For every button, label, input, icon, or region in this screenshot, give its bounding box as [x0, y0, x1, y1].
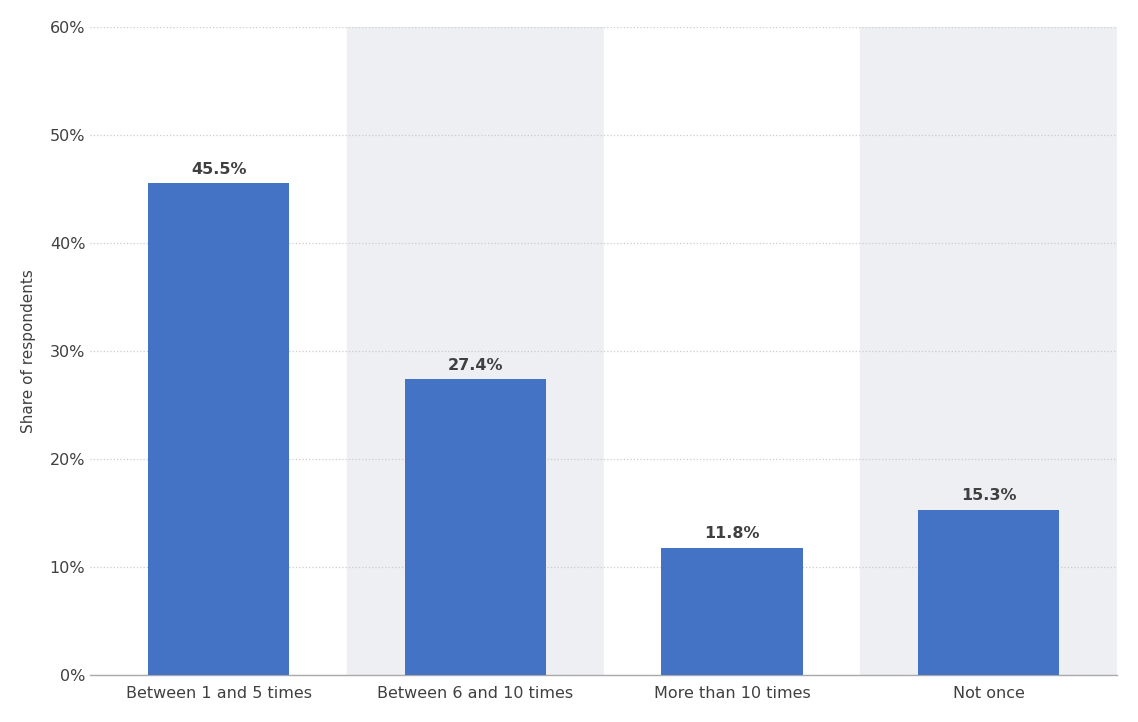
- Text: 45.5%: 45.5%: [191, 162, 246, 177]
- Bar: [603, 27, 860, 675]
- Bar: [918, 510, 1059, 675]
- Y-axis label: Share of respondents: Share of respondents: [20, 269, 35, 433]
- Bar: [860, 27, 1118, 675]
- Bar: [148, 183, 289, 675]
- Bar: [405, 379, 546, 675]
- Text: 15.3%: 15.3%: [962, 488, 1016, 503]
- Bar: [90, 27, 347, 675]
- Text: 11.8%: 11.8%: [704, 526, 760, 541]
- Text: 27.4%: 27.4%: [447, 357, 503, 373]
- Bar: [347, 27, 603, 675]
- Bar: [661, 547, 802, 675]
